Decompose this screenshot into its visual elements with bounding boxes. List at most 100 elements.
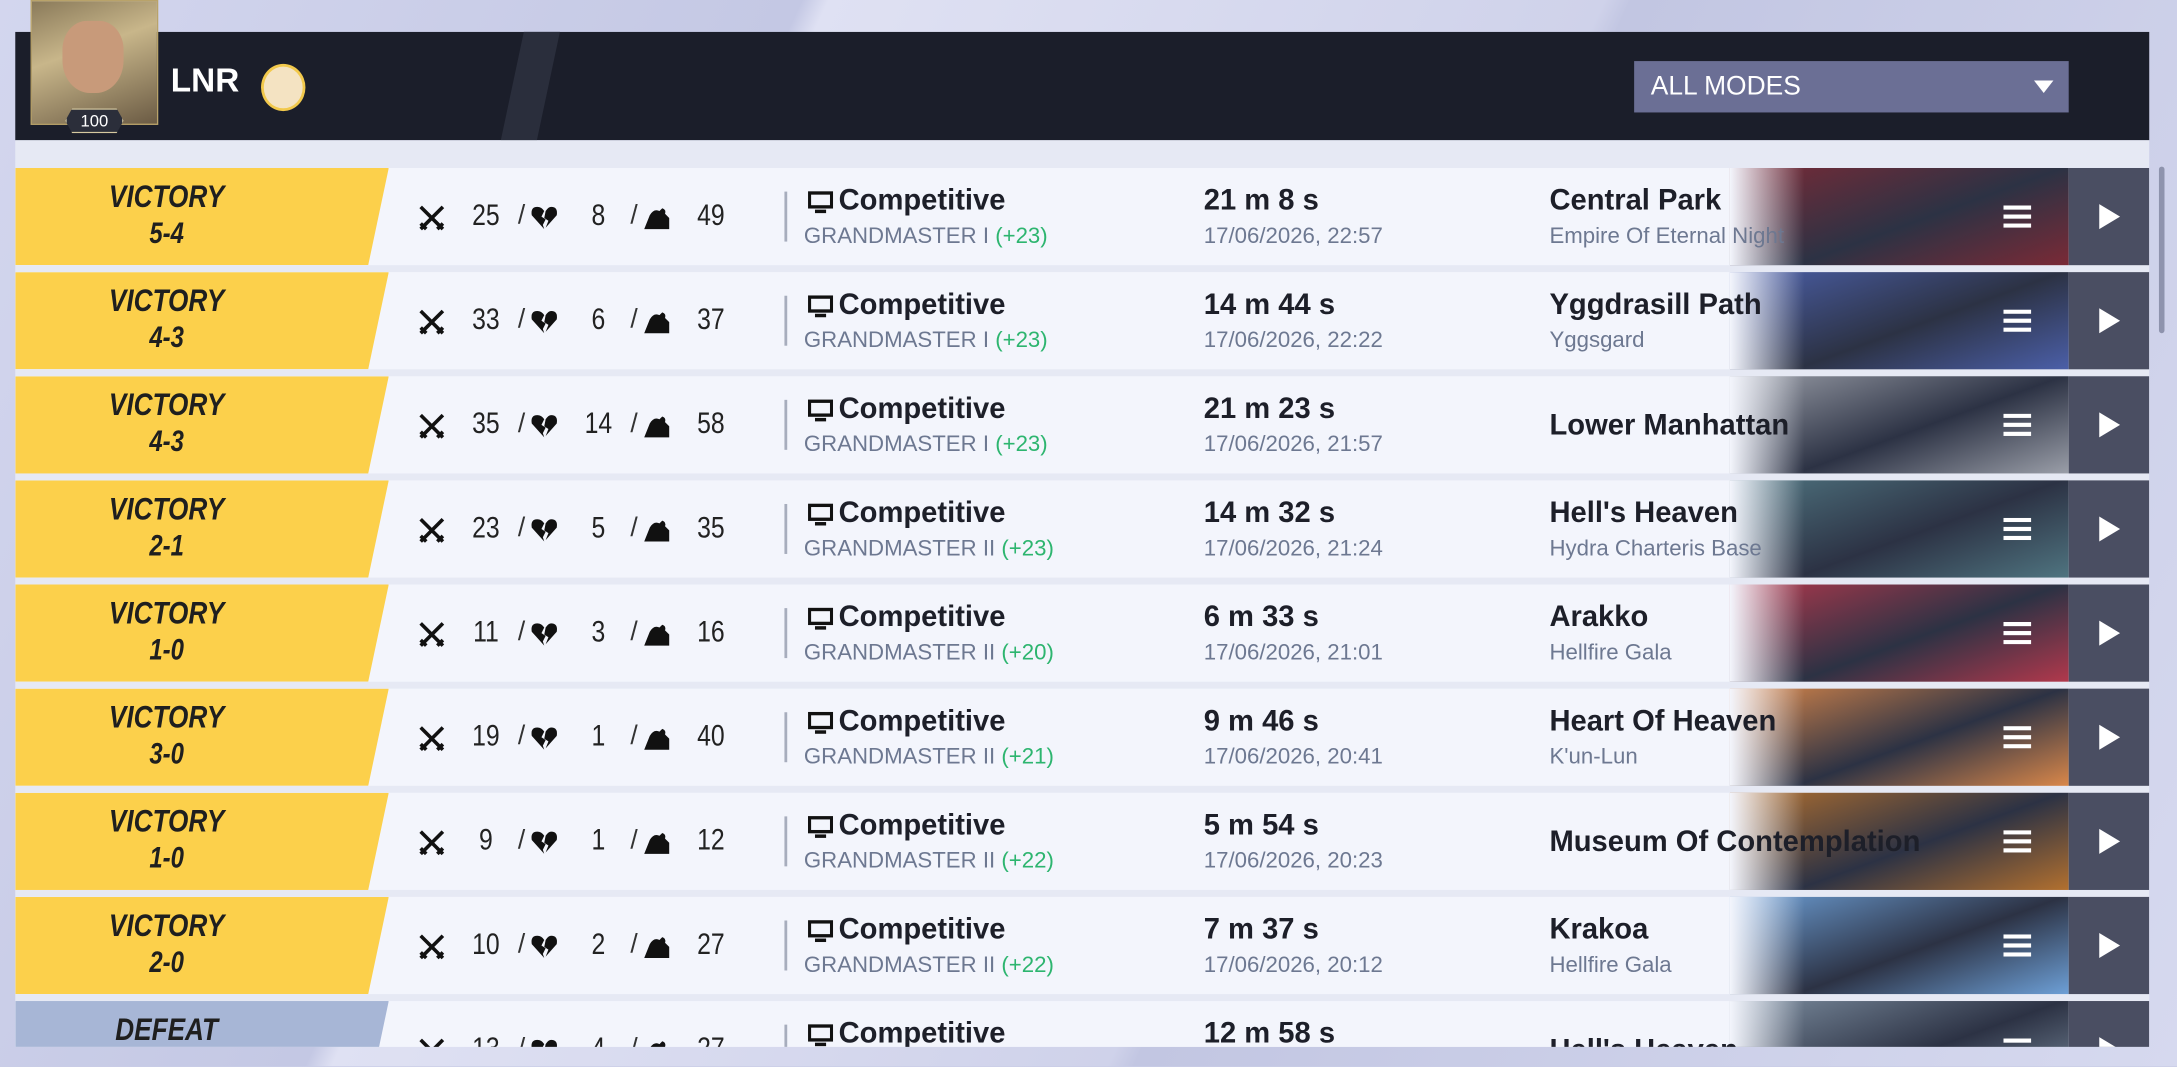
details-button[interactable]	[2003, 934, 2032, 957]
mode: Competitive	[838, 392, 1006, 425]
kills: 11	[473, 616, 499, 649]
details-button[interactable]	[2003, 830, 2032, 853]
assist-icon	[643, 516, 671, 544]
map-name: Arakko	[1549, 601, 1649, 634]
sub-map: Hellfire Gala	[1549, 641, 1672, 666]
match-row[interactable]: VICTORY 5-4 25 / 8 / 49 Competitive GRANDMASTER …	[15, 167, 2150, 266]
play-button[interactable]	[2068, 1001, 2150, 1047]
score: 5-4	[149, 217, 184, 250]
match-row[interactable]: VICTORY 4-3 35 / 14 / 58 Competitive GRANDMASTER…	[15, 376, 2150, 474]
result: VICTORY	[108, 385, 225, 423]
kill-icon	[418, 829, 446, 857]
match-row[interactable]: VICTORY 3-0 19 / 1 / 40 Competitive GRANDMASTER …	[15, 688, 2150, 786]
play-button[interactable]	[2068, 376, 2150, 474]
monitor-icon	[807, 398, 834, 423]
play-icon	[2099, 724, 2121, 750]
kill-icon	[418, 1037, 446, 1047]
map-name: Museum Of Contemplation	[1549, 826, 1921, 859]
icon-shape	[531, 1039, 557, 1047]
slash: /	[517, 305, 526, 335]
icon-shape	[650, 1041, 666, 1047]
match-row[interactable]: VICTORY 1-0 9 / 1 / 12 Competitive GRANDMASTER I…	[15, 792, 2150, 890]
icon-shape	[531, 727, 557, 750]
assists: 16	[697, 616, 725, 649]
duration: 14 m 32 s	[1203, 497, 1336, 529]
rank: GRANDMASTER II	[803, 953, 996, 978]
icon-shape	[419, 622, 445, 647]
sub-map: Empire Of Eternal Night	[1549, 224, 1785, 249]
match-row[interactable]: VICTORY 4-3 33 / 6 / 37 Competitive GRANDMASTER …	[15, 272, 2150, 370]
icon-shape	[807, 191, 834, 209]
rank-change: (+23)	[995, 329, 1048, 353]
separator	[784, 1024, 788, 1047]
map-name: Hell's Heaven	[1549, 1034, 1737, 1046]
icon-shape	[644, 416, 670, 438]
assist-icon	[643, 621, 671, 649]
kill-icon	[418, 516, 446, 544]
icon-shape	[419, 413, 445, 439]
avatar[interactable]	[30, 0, 159, 125]
icon-shape	[2003, 621, 2032, 627]
icon-shape	[644, 520, 670, 542]
icon-shape	[814, 209, 827, 214]
details-button[interactable]	[2003, 309, 2032, 332]
duration: 14 m 44 s	[1203, 288, 1336, 321]
level-badge: 100	[65, 108, 124, 134]
icon-shape	[531, 831, 557, 854]
play-button[interactable]	[2068, 272, 2150, 370]
details-button[interactable]	[2003, 517, 2032, 541]
scrollbar[interactable]	[2158, 166, 2165, 334]
mode-dropdown[interactable]: ALL MODES	[1634, 61, 2069, 113]
kill-icon	[418, 621, 446, 649]
kill-icon	[418, 204, 446, 232]
details-button[interactable]	[2003, 621, 2032, 645]
details-button[interactable]	[2003, 413, 2032, 436]
date: 17/06/2026, 20:23	[1203, 849, 1383, 874]
date: 17/06/2026, 21:01	[1203, 641, 1383, 666]
icon-shape	[807, 1024, 834, 1047]
score: 4-3	[149, 426, 184, 459]
icon-shape	[531, 727, 557, 750]
icon-shape	[2003, 735, 2032, 740]
icon-shape	[807, 399, 834, 417]
match-row[interactable]: VICTORY 2-0 10 / 2 / 27 Competitive GRANDMASTER …	[15, 896, 2150, 995]
death-icon	[530, 725, 558, 753]
details-button[interactable]	[2003, 205, 2032, 228]
deaths: 1	[591, 720, 606, 753]
icon-shape	[531, 623, 557, 646]
play-button[interactable]	[2068, 896, 2150, 995]
slash: /	[630, 826, 638, 856]
match-row[interactable]: VICTORY 2-1 23 / 5 / 35 Competitive GRANDMASTER …	[15, 480, 2150, 578]
icon-shape	[419, 726, 445, 752]
icon-shape	[531, 831, 557, 854]
details-button[interactable]	[2003, 1038, 2032, 1047]
play-button[interactable]	[2068, 167, 2150, 266]
rank-line: GRANDMASTER II (+23)	[804, 537, 1054, 562]
play-button[interactable]	[2068, 480, 2150, 578]
duration: 6 m 33 s	[1203, 601, 1319, 634]
result-banner: DEFEAT	[15, 1001, 389, 1047]
match-row[interactable]: DEFEAT 13 / 4 / 27 Competitive 12 m 58 s Hell's …	[15, 1001, 2150, 1047]
icon-shape	[531, 519, 557, 542]
result-banner: VICTORY 1-0	[15, 792, 389, 890]
match-row[interactable]: VICTORY 1-0 11 / 3 / 16 Competitive GRANDMASTER …	[15, 584, 2150, 682]
icon-shape	[419, 517, 445, 543]
deaths: 8	[591, 199, 606, 232]
score: 3-0	[149, 738, 184, 771]
result: VICTORY	[108, 281, 225, 318]
monitor-icon	[807, 711, 834, 736]
play-button[interactable]	[2068, 688, 2150, 786]
avatar-face	[62, 20, 124, 94]
play-button[interactable]	[2068, 792, 2150, 890]
icon-shape	[2003, 830, 2032, 853]
play-button[interactable]	[2068, 584, 2150, 682]
kills: 19	[472, 720, 500, 753]
rank-change: (+23)	[1001, 537, 1054, 561]
details-button[interactable]	[2003, 726, 2032, 749]
kill-icon	[418, 933, 446, 961]
icon-shape	[419, 309, 445, 335]
deaths: 2	[591, 928, 606, 961]
score: 4-3	[149, 322, 184, 355]
assist-icon	[643, 829, 671, 857]
icon-shape	[644, 728, 670, 750]
